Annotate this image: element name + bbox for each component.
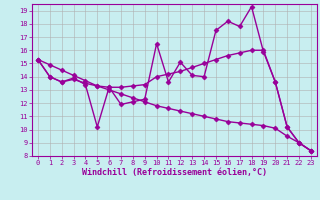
X-axis label: Windchill (Refroidissement éolien,°C): Windchill (Refroidissement éolien,°C) [82, 168, 267, 177]
